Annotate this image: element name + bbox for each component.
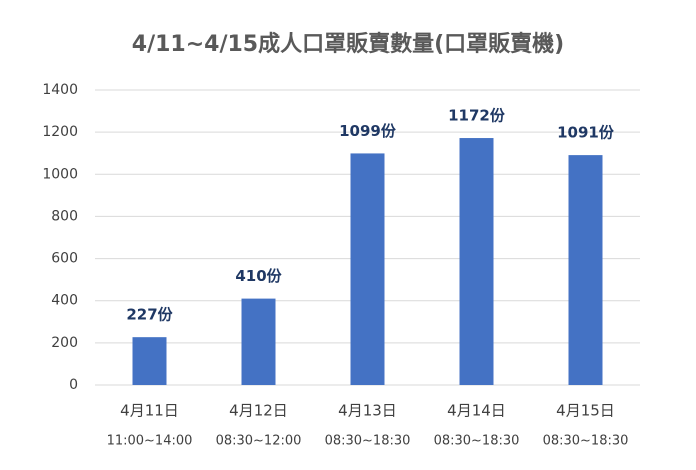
data-label: 1099份	[339, 122, 397, 140]
x-tick-label: 4月14日	[447, 402, 506, 420]
bar	[568, 155, 603, 385]
y-tick-label: 200	[51, 335, 78, 351]
x-tick-label: 4月12日	[229, 402, 288, 420]
data-label: 410份	[235, 267, 282, 285]
bar	[132, 337, 167, 385]
y-tick-label: 0	[69, 377, 78, 393]
bar	[350, 153, 385, 385]
y-tick-label: 400	[51, 293, 78, 309]
x-tick-sublabel: 08:30~12:00	[216, 434, 302, 449]
data-label: 1091份	[557, 124, 615, 142]
y-tick-label: 1000	[42, 166, 78, 182]
y-tick-label: 800	[51, 208, 78, 224]
x-tick-sublabel: 08:30~18:30	[325, 434, 411, 449]
x-tick-sublabel: 11:00~14:00	[107, 434, 193, 449]
bar	[241, 298, 276, 385]
y-tick-label: 1400	[42, 82, 78, 98]
data-label: 227份	[126, 306, 173, 324]
x-tick-sublabel: 08:30~18:30	[434, 434, 520, 449]
chart-title: 4/11~4/15成人口罩販賣數量(口罩販賣機)	[132, 32, 564, 57]
x-tick-label: 4月11日	[120, 402, 179, 420]
bar	[459, 138, 494, 385]
data-label: 1172份	[448, 107, 506, 125]
y-tick-label: 1200	[42, 124, 78, 140]
x-tick-sublabel: 08:30~18:30	[543, 434, 629, 449]
y-tick-label: 600	[51, 251, 78, 267]
x-tick-label: 4月15日	[556, 402, 615, 420]
x-tick-label: 4月13日	[338, 402, 397, 420]
